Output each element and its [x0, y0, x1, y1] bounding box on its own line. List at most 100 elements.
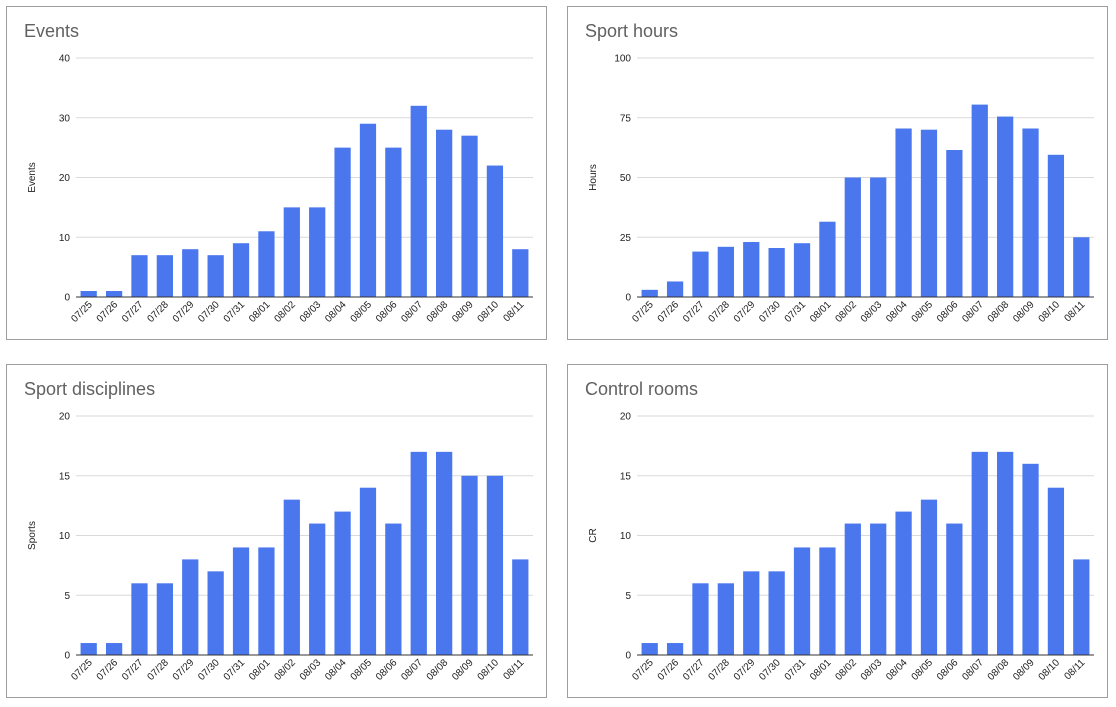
bar — [997, 116, 1014, 298]
bar — [410, 451, 427, 655]
chart-title: Events — [24, 21, 80, 41]
bar — [182, 559, 199, 655]
x-tick-label: 07/27 — [120, 299, 146, 325]
x-tick-label: 08/08 — [986, 299, 1012, 325]
x-tick-label: 08/10 — [476, 299, 502, 325]
bar — [844, 177, 861, 297]
y-tick-label: 0 — [625, 651, 631, 662]
x-tick-label: 07/31 — [783, 657, 809, 683]
bar — [80, 643, 97, 655]
y-tick-label: 20 — [59, 173, 71, 184]
x-tick-label: 08/11 — [1062, 657, 1087, 682]
x-tick-label: 08/09 — [1011, 299, 1037, 325]
control-rooms-chart: 0 5 10 15 20 CR 07/25 07/26 07/27 07/28 07/29 07/30… — [588, 412, 1094, 683]
x-tick-label: 07/27 — [681, 299, 707, 325]
y-tick-label: 30 — [59, 113, 71, 124]
bar — [743, 571, 760, 655]
y-tick-label: 0 — [625, 293, 631, 304]
x-tick-label: 08/04 — [323, 299, 349, 325]
bar — [359, 123, 377, 297]
x-tick-label: 08/07 — [960, 299, 986, 325]
bar — [920, 499, 938, 655]
x-tick-label: 07/27 — [681, 657, 707, 683]
bar — [436, 129, 453, 297]
x-tick-label: 08/04 — [884, 657, 910, 683]
x-tick-label: 07/25 — [630, 299, 656, 325]
bar — [207, 255, 224, 297]
x-tick-label: 07/29 — [732, 657, 758, 683]
x-tick-label: 08/02 — [272, 299, 298, 325]
bar — [717, 583, 734, 655]
bar — [819, 221, 836, 297]
sport-hours-chart-panel: Sport hours 0 25 50 75 100 Hours 07/25 07/26 07/… — [567, 6, 1108, 340]
x-tick-label: 08/06 — [374, 299, 400, 325]
bar — [359, 487, 377, 655]
bar — [283, 207, 300, 297]
bar — [1022, 463, 1039, 655]
bar — [105, 291, 123, 297]
x-tick-label: 08/08 — [425, 299, 451, 325]
x-tick-label: 07/28 — [146, 657, 172, 683]
bar — [232, 243, 250, 297]
bar — [946, 523, 963, 655]
bar — [946, 150, 963, 297]
x-tick-label: 08/10 — [1037, 657, 1063, 683]
bar — [334, 147, 351, 297]
x-tick-label: 08/09 — [1011, 657, 1037, 683]
bar — [258, 547, 275, 655]
bar — [131, 583, 148, 655]
bar — [486, 475, 504, 655]
bar — [1047, 154, 1065, 297]
bar — [819, 547, 836, 655]
bar — [743, 242, 760, 297]
bar — [895, 128, 912, 297]
bar — [461, 135, 478, 297]
x-tick-label: 07/29 — [171, 657, 197, 683]
x-tick-label: 08/03 — [859, 657, 885, 683]
bar — [692, 583, 709, 655]
x-tick-label: 08/02 — [833, 299, 859, 325]
x-tick-label: 08/05 — [349, 299, 375, 325]
bar — [461, 475, 478, 655]
bar — [717, 246, 734, 297]
sport-disciplines-chart-panel: Sport disciplines 0 5 10 15 20 Sports 07/25 07/… — [6, 364, 547, 698]
x-tick-label: 08/07 — [960, 657, 986, 683]
x-tick-label: 08/07 — [399, 299, 425, 325]
bar — [182, 249, 199, 297]
bar — [309, 207, 326, 297]
x-tick-label: 08/05 — [349, 657, 375, 683]
bar — [641, 289, 658, 297]
x-tick-label: 08/11 — [501, 299, 526, 324]
bar — [80, 291, 97, 297]
bar — [870, 523, 887, 655]
x-tick-label: 08/10 — [476, 657, 502, 683]
bar — [895, 511, 912, 655]
control-rooms-chart-panel: Control rooms 0 5 10 15 20 CR 07/25 07/26 07/27 0… — [567, 364, 1108, 698]
y-tick-label: 20 — [59, 412, 71, 423]
bar — [385, 523, 402, 655]
y-tick-label: 10 — [59, 233, 71, 244]
x-tick-label: 08/01 — [808, 657, 834, 683]
chart-title: Control rooms — [585, 379, 699, 399]
bar — [1073, 559, 1090, 655]
y-tick-label: 15 — [620, 471, 632, 482]
bar — [232, 547, 250, 655]
x-tick-label: 07/30 — [196, 657, 222, 683]
x-tick-label: 08/07 — [399, 657, 425, 683]
bar — [207, 571, 224, 655]
x-tick-label: 08/03 — [298, 657, 324, 683]
x-tick-label: 08/11 — [1062, 299, 1087, 324]
bar — [436, 451, 453, 655]
x-tick-label: 08/06 — [935, 299, 961, 325]
x-tick-label: 07/28 — [707, 657, 733, 683]
bar — [793, 243, 811, 297]
x-tick-label: 07/31 — [783, 299, 809, 325]
bar — [692, 251, 709, 297]
x-tick-label: 08/04 — [884, 299, 910, 325]
bar — [156, 583, 173, 655]
x-tick-label: 08/05 — [910, 657, 936, 683]
bar — [641, 643, 658, 655]
y-tick-label: 50 — [620, 173, 632, 184]
x-tick-label: 08/04 — [323, 657, 349, 683]
bar — [666, 281, 684, 297]
